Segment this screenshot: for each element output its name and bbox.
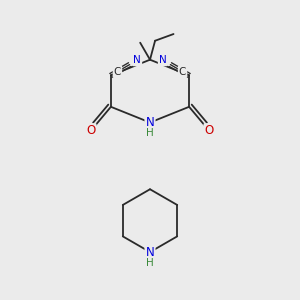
Text: O: O — [86, 124, 95, 137]
Text: H: H — [146, 258, 154, 268]
Text: N: N — [146, 246, 154, 259]
Text: N: N — [159, 55, 166, 65]
Text: C: C — [179, 67, 186, 76]
Text: N: N — [146, 116, 154, 129]
Text: N: N — [134, 55, 141, 65]
Text: H: H — [146, 128, 154, 138]
Text: C: C — [114, 67, 121, 76]
Text: O: O — [205, 124, 214, 137]
